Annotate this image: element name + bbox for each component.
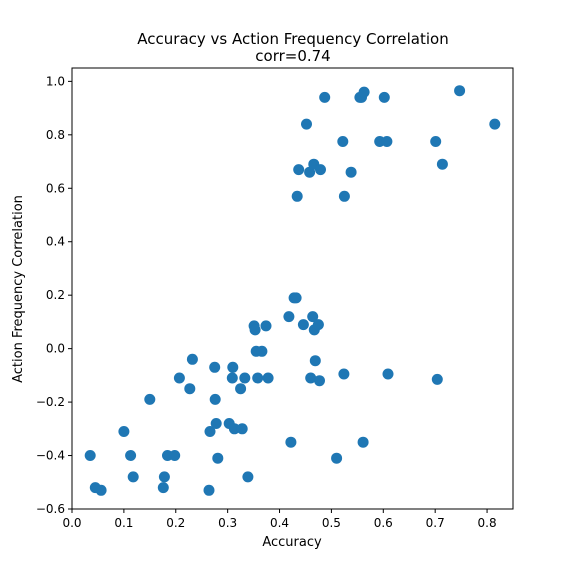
scatter-point — [430, 136, 442, 147]
scatter-point — [226, 372, 238, 384]
scatter-point — [283, 311, 295, 323]
scatter-point — [203, 484, 215, 496]
y-axis-label: Action Frequency Correlation — [11, 195, 26, 383]
scatter-point — [242, 471, 254, 483]
scatter-point — [256, 345, 268, 357]
scatter-point — [209, 361, 221, 373]
scatter-point — [249, 324, 261, 336]
scatter-point — [227, 361, 239, 373]
scatter-point — [345, 166, 357, 178]
scatter-point — [212, 452, 224, 464]
scatter-point — [144, 393, 156, 405]
scatter-point — [290, 292, 302, 304]
scatter-point — [118, 426, 130, 437]
x-tick-label: 0.8 — [478, 516, 497, 530]
y-tick-label: 0.0 — [46, 342, 65, 356]
scatter-point — [358, 86, 370, 98]
scatter-point — [381, 136, 393, 147]
scatter-point — [235, 383, 247, 395]
scatter-point — [297, 319, 309, 331]
scatter-point — [239, 372, 251, 384]
scatter-point — [95, 484, 107, 496]
x-tick-label: 0.1 — [114, 516, 133, 530]
scatter-point — [184, 383, 196, 395]
scatter-point — [382, 368, 394, 380]
y-axis-ticks: −0.6 −0.4 −0.2 0.0 0.2 0.4 0.6 0.8 1.0 — [36, 74, 72, 516]
scatter-point — [315, 164, 326, 176]
chart-title: Accuracy vs Action Frequency Correlation — [137, 30, 448, 48]
scatter-point — [210, 418, 222, 429]
scatter-point — [262, 372, 274, 384]
scatter-point — [169, 450, 181, 461]
x-tick-label: 0.3 — [218, 516, 237, 530]
scatter-point — [127, 471, 139, 483]
y-tick-label: 0.4 — [46, 235, 65, 249]
y-tick-label: −0.2 — [36, 395, 65, 409]
scatter-point — [431, 373, 443, 385]
scatter-point — [209, 393, 221, 405]
scatter-point — [357, 436, 369, 448]
scatter-point — [314, 375, 325, 387]
scatter-point — [312, 319, 324, 331]
scatter-point — [378, 91, 390, 103]
x-tick-label: 0.7 — [426, 516, 445, 530]
scatter-point — [489, 118, 501, 130]
chart-subtitle: corr=0.74 — [255, 47, 330, 65]
scatter-point — [337, 136, 349, 147]
y-tick-label: 0.6 — [46, 181, 65, 195]
scatter-point — [173, 372, 185, 384]
x-axis-label: Accuracy — [262, 535, 322, 550]
x-axis-ticks: 0.0 0.1 0.2 0.3 0.4 0.5 0.6 0.7 0.8 — [62, 509, 497, 530]
scatter-point — [84, 450, 96, 461]
scatter-point — [291, 190, 303, 202]
scatter-point — [301, 118, 312, 130]
y-tick-label: −0.4 — [36, 449, 65, 463]
scatter-point — [236, 423, 248, 435]
y-tick-label: 0.2 — [46, 288, 65, 302]
scatter-point — [157, 482, 169, 494]
scatter-point — [436, 158, 448, 170]
scatter-point — [228, 423, 240, 435]
y-tick-label: 1.0 — [46, 74, 65, 88]
x-tick-label: 0.5 — [322, 516, 341, 530]
scatter-point — [252, 372, 264, 384]
scatter-point — [338, 368, 350, 380]
scatter-point — [285, 436, 297, 448]
scatter-point — [305, 372, 317, 384]
y-tick-label: −0.6 — [36, 502, 65, 516]
scatter-point — [125, 450, 137, 461]
scatter-point — [260, 320, 272, 332]
scatter-point — [204, 426, 216, 437]
scatter-point — [338, 190, 350, 202]
scatter-point — [158, 471, 170, 483]
scatter-point — [319, 91, 331, 103]
scatter-point — [454, 85, 466, 97]
scatter-point — [331, 452, 343, 464]
x-tick-label: 0.4 — [270, 516, 289, 530]
scatter-point — [186, 353, 198, 365]
points-layer — [84, 85, 501, 496]
scatter-point — [309, 355, 321, 367]
scatter-point — [293, 164, 305, 176]
y-tick-label: 0.8 — [46, 128, 65, 142]
scatter-point — [307, 311, 319, 323]
x-tick-label: 0.6 — [374, 516, 393, 530]
plot-frame — [71, 67, 514, 510]
x-tick-label: 0.0 — [62, 516, 81, 530]
x-tick-label: 0.2 — [166, 516, 185, 530]
